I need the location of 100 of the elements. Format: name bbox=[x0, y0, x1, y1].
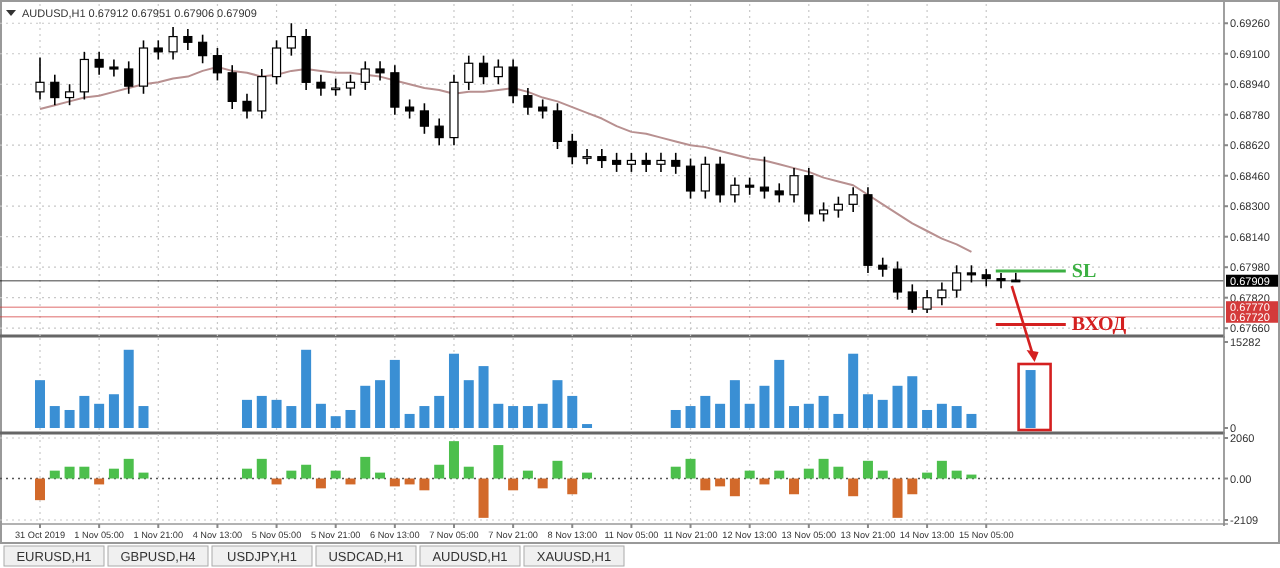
candlestick bbox=[50, 73, 60, 106]
bar bbox=[552, 460, 563, 479]
bar bbox=[877, 470, 888, 479]
candlestick bbox=[257, 68, 267, 120]
bar bbox=[448, 441, 459, 479]
candlestick bbox=[375, 60, 385, 82]
bar bbox=[729, 380, 740, 428]
bar bbox=[774, 470, 785, 479]
bar bbox=[478, 478, 489, 518]
bar bbox=[818, 458, 829, 479]
bar bbox=[567, 395, 578, 428]
candlestick bbox=[937, 281, 947, 307]
bar bbox=[729, 478, 740, 497]
candlestick bbox=[419, 102, 430, 135]
bar bbox=[241, 399, 252, 428]
annotation: ВХОД bbox=[1071, 314, 1127, 337]
bar bbox=[345, 409, 356, 428]
candlestick bbox=[109, 58, 119, 78]
bar bbox=[79, 466, 90, 479]
bar bbox=[79, 395, 90, 428]
candlestick bbox=[523, 87, 533, 116]
candlestick bbox=[345, 73, 356, 97]
bar bbox=[463, 380, 474, 428]
bar bbox=[537, 403, 548, 428]
candlestick bbox=[360, 60, 370, 91]
bar bbox=[966, 413, 977, 428]
bar bbox=[508, 406, 519, 428]
bar bbox=[907, 478, 918, 495]
candlestick bbox=[227, 64, 237, 110]
candlestick bbox=[922, 289, 932, 314]
bar bbox=[330, 470, 341, 479]
bar bbox=[744, 470, 755, 479]
bar bbox=[936, 460, 947, 479]
candlestick bbox=[198, 33, 208, 65]
bar bbox=[123, 349, 134, 428]
candlestick bbox=[878, 256, 888, 278]
bar bbox=[301, 349, 312, 428]
candlestick bbox=[759, 155, 770, 200]
bar bbox=[877, 399, 888, 428]
bar bbox=[789, 478, 800, 495]
bar bbox=[670, 466, 681, 479]
candlestick bbox=[271, 39, 282, 86]
bar bbox=[138, 472, 149, 479]
bar bbox=[360, 456, 371, 479]
candlestick bbox=[552, 102, 563, 150]
bar bbox=[448, 353, 459, 428]
candlestick bbox=[567, 132, 577, 166]
bar bbox=[803, 403, 814, 428]
candlestick bbox=[390, 64, 400, 116]
bar bbox=[862, 460, 873, 479]
candlestick bbox=[464, 54, 474, 91]
bar bbox=[138, 406, 149, 428]
bar bbox=[700, 478, 711, 491]
bar bbox=[315, 478, 326, 489]
bar bbox=[922, 409, 933, 428]
bar bbox=[434, 464, 445, 479]
candlestick bbox=[434, 117, 444, 147]
bar bbox=[419, 406, 430, 428]
candlestick bbox=[996, 272, 1006, 289]
candlestick bbox=[833, 195, 843, 219]
bar bbox=[567, 478, 578, 495]
candlestick bbox=[656, 152, 666, 173]
candlestick bbox=[64, 83, 75, 106]
bar bbox=[803, 468, 814, 479]
bar bbox=[582, 472, 593, 479]
candlestick bbox=[774, 182, 784, 204]
bar bbox=[537, 478, 548, 489]
bar bbox=[744, 403, 755, 428]
bar bbox=[271, 399, 282, 428]
candlestick bbox=[79, 51, 89, 101]
candlestick bbox=[848, 186, 858, 213]
bar bbox=[789, 406, 800, 428]
bar bbox=[700, 395, 711, 428]
candlestick bbox=[671, 152, 681, 175]
bar bbox=[552, 380, 563, 428]
candlestick bbox=[124, 60, 134, 95]
candlestick bbox=[730, 176, 740, 204]
candlestick bbox=[892, 260, 903, 301]
candlestick bbox=[715, 155, 725, 204]
bar bbox=[389, 359, 400, 428]
bar bbox=[108, 468, 119, 479]
bar bbox=[833, 413, 844, 428]
bar bbox=[35, 478, 45, 501]
bar bbox=[493, 403, 504, 428]
candlestick bbox=[818, 201, 829, 223]
candlestick bbox=[316, 73, 326, 97]
candlestick bbox=[212, 47, 223, 82]
candlestick bbox=[952, 264, 962, 299]
bar bbox=[286, 470, 297, 479]
bar bbox=[404, 413, 415, 428]
bar bbox=[670, 409, 681, 428]
bar bbox=[522, 470, 533, 479]
bar bbox=[434, 395, 445, 428]
candlestick bbox=[94, 51, 104, 76]
bar bbox=[286, 406, 297, 428]
annotation: SL bbox=[1071, 261, 1097, 284]
candlestick bbox=[168, 26, 178, 61]
candlestick bbox=[301, 28, 311, 91]
bar bbox=[330, 416, 341, 428]
bar bbox=[951, 470, 962, 479]
